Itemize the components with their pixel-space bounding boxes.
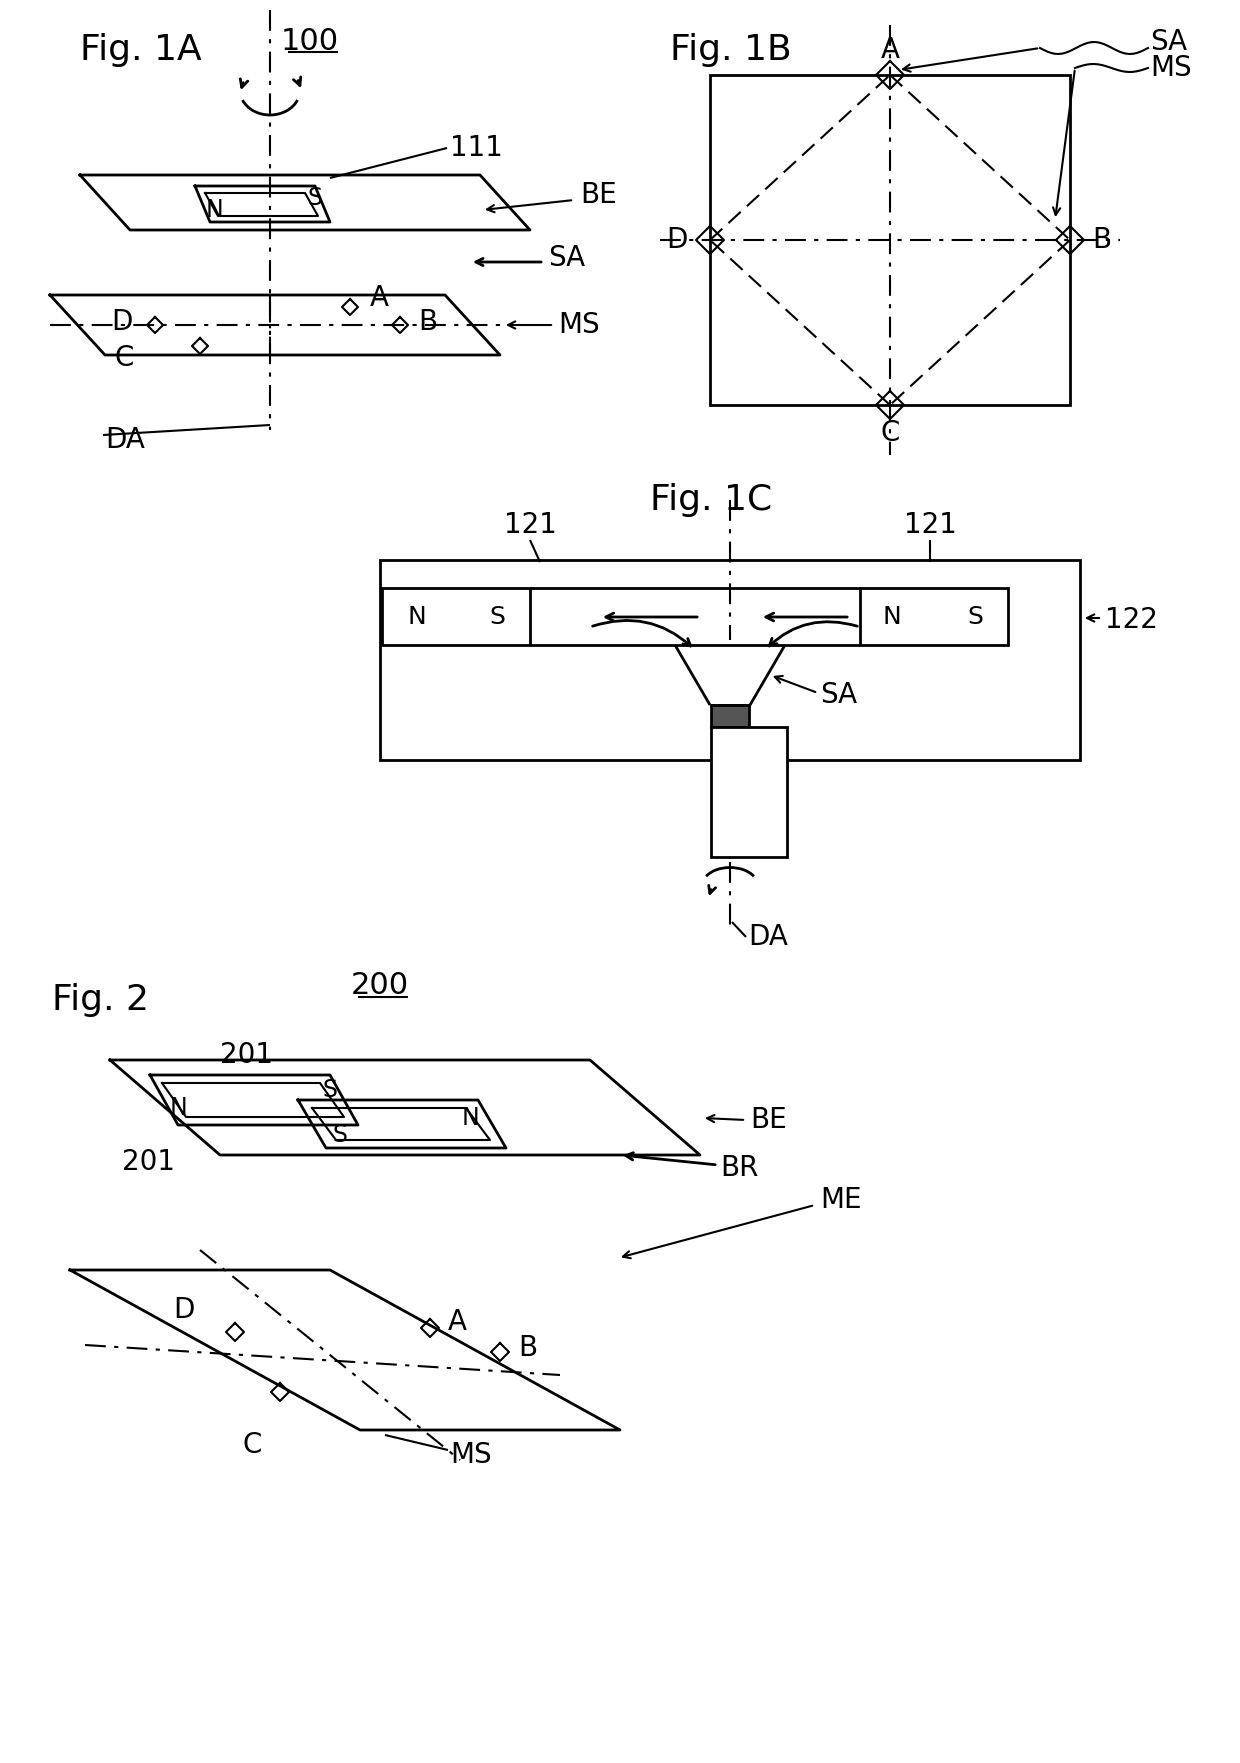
- Text: B: B: [1092, 226, 1111, 254]
- Bar: [379, 561, 1080, 760]
- Text: S: S: [308, 187, 322, 210]
- Text: S: S: [967, 605, 983, 628]
- Text: C: C: [115, 344, 134, 372]
- Text: 122: 122: [1105, 606, 1158, 635]
- Text: 201: 201: [219, 1040, 273, 1068]
- Text: Fig. 1B: Fig. 1B: [670, 33, 791, 67]
- Text: A: A: [448, 1308, 467, 1336]
- Text: N: N: [169, 1097, 187, 1120]
- Bar: [382, 589, 529, 645]
- Text: Fig. 2: Fig. 2: [52, 984, 149, 1017]
- Text: N: N: [461, 1105, 479, 1130]
- Text: 121: 121: [503, 511, 557, 539]
- Bar: [711, 705, 749, 726]
- Text: A: A: [370, 284, 389, 312]
- Text: Fig. 1A: Fig. 1A: [81, 33, 202, 67]
- Text: MS: MS: [450, 1440, 491, 1469]
- Text: DA: DA: [748, 924, 787, 950]
- Text: SA: SA: [820, 681, 857, 709]
- Text: N: N: [408, 605, 427, 628]
- Text: D: D: [174, 1296, 195, 1324]
- Text: Fig. 1C: Fig. 1C: [650, 483, 773, 517]
- Text: S: S: [332, 1123, 347, 1148]
- Text: MS: MS: [1149, 55, 1192, 83]
- Text: 200: 200: [351, 970, 409, 1000]
- Text: 111: 111: [450, 134, 503, 162]
- Text: C: C: [242, 1432, 262, 1460]
- Text: B: B: [518, 1335, 537, 1363]
- Text: DA: DA: [105, 427, 145, 455]
- Text: B: B: [418, 309, 438, 337]
- Text: SA: SA: [548, 243, 585, 272]
- Text: 201: 201: [122, 1148, 175, 1176]
- Text: N: N: [883, 605, 901, 628]
- Text: BE: BE: [580, 182, 616, 210]
- Text: 121: 121: [904, 511, 956, 539]
- Text: N: N: [206, 197, 224, 222]
- Text: D: D: [112, 309, 133, 337]
- Text: A: A: [880, 35, 899, 63]
- Text: BR: BR: [720, 1155, 759, 1181]
- Text: S: S: [322, 1077, 337, 1102]
- Bar: [861, 589, 1008, 645]
- Text: 100: 100: [281, 28, 339, 56]
- Text: S: S: [489, 605, 505, 628]
- Text: C: C: [880, 420, 900, 448]
- Bar: [711, 726, 787, 857]
- Text: SA: SA: [1149, 28, 1187, 56]
- Text: BE: BE: [750, 1105, 786, 1134]
- Bar: [711, 76, 1070, 405]
- Text: MS: MS: [558, 310, 600, 338]
- Text: D: D: [667, 226, 688, 254]
- Text: ME: ME: [820, 1186, 862, 1215]
